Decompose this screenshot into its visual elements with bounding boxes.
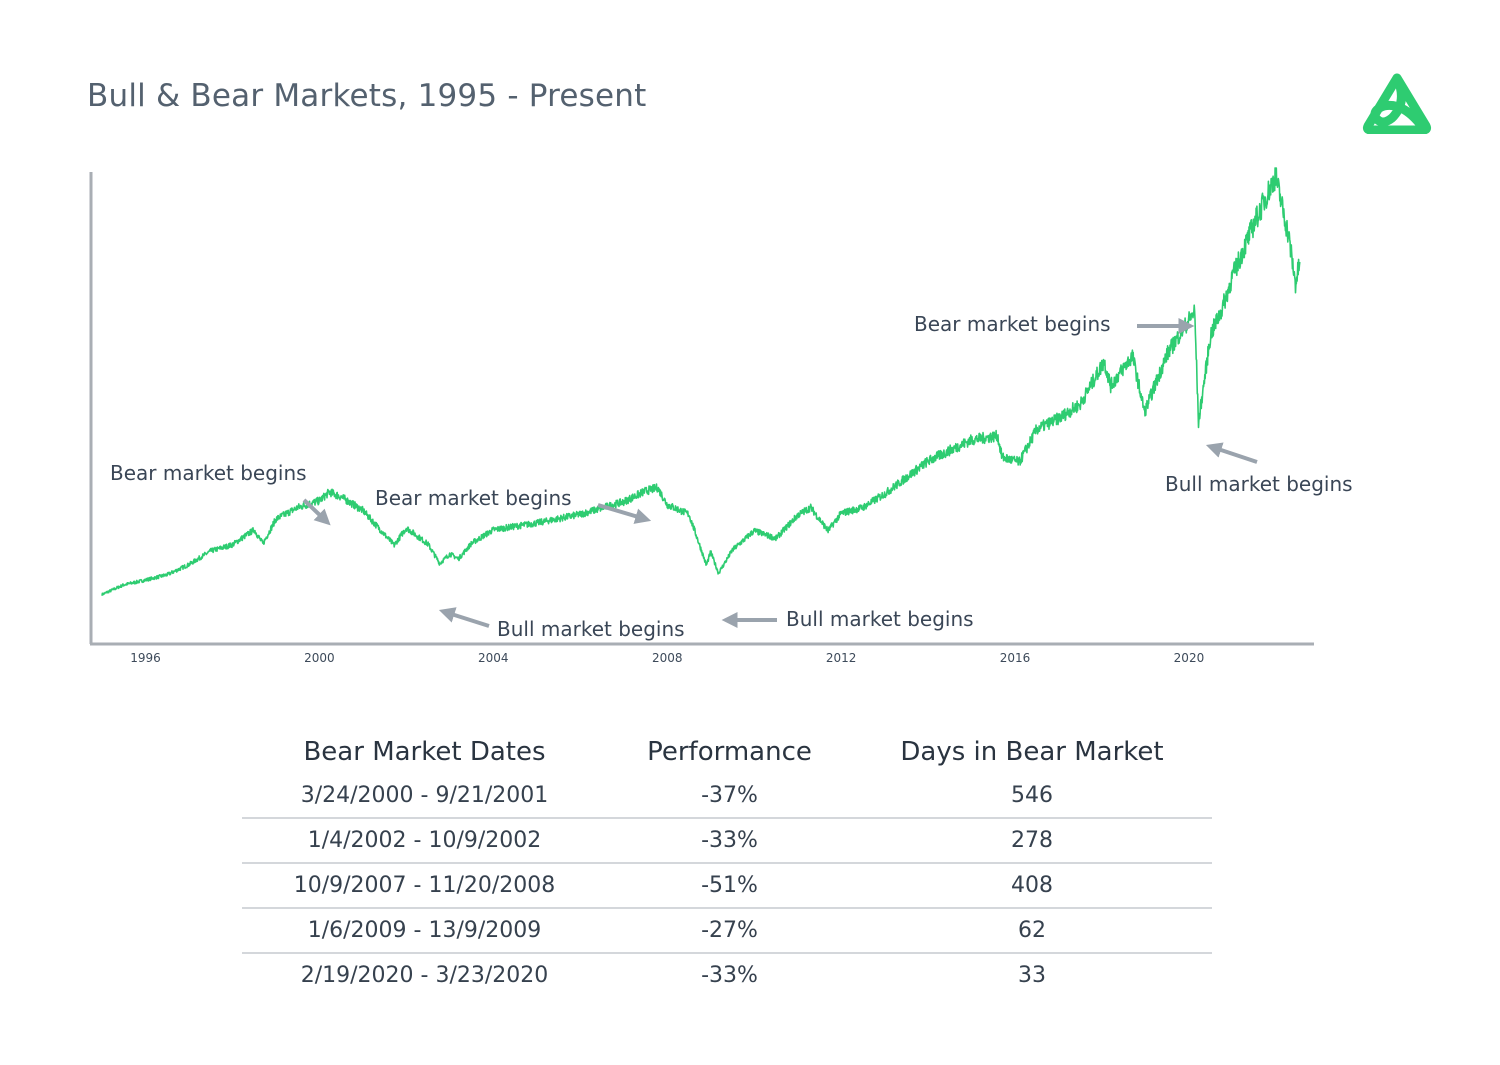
table-row: 10/9/2007 - 11/20/2008 -51% 408 bbox=[242, 862, 1212, 908]
header-dates: Bear Market Dates bbox=[303, 737, 546, 767]
cell-dates: 3/24/2000 - 9/21/2001 bbox=[300, 783, 549, 808]
table-header-row: Bear Market Dates Performance Days in Be… bbox=[242, 730, 1212, 774]
cell-dates: 1/4/2002 - 10/9/2002 bbox=[242, 817, 607, 863]
annotation-label: Bear market begins bbox=[110, 461, 307, 485]
annotation-label: Bull market begins bbox=[1165, 472, 1353, 496]
table-row: 3/24/2000 - 9/21/2001 -37% 546 bbox=[242, 774, 1212, 818]
chart-annotations: Bear market begins Bull market begins Bear… bbox=[110, 312, 1353, 641]
cell-days: 546 bbox=[1011, 783, 1053, 808]
bear-market-table: Bear Market Dates Performance Days in Be… bbox=[242, 730, 1212, 997]
cell-performance: -37% bbox=[701, 783, 758, 808]
annotation-arrow-icon bbox=[302, 498, 331, 526]
cell-days: 33 bbox=[852, 952, 1212, 997]
line-chart: 1996 2000 2004 2008 2012 2016 2020 Bear market… bbox=[89, 167, 1353, 665]
cell-days: 278 bbox=[852, 817, 1212, 863]
table-row: 2/19/2020 - 3/23/2020 -33% 33 bbox=[242, 952, 1212, 997]
annotation-arrow-icon bbox=[1205, 442, 1258, 464]
x-tick-label: 2020 bbox=[1174, 651, 1205, 665]
annotation-label: Bull market begins bbox=[786, 607, 974, 631]
price-line bbox=[101, 167, 1301, 596]
x-tick-label: 2016 bbox=[1000, 651, 1031, 665]
annotation-label: Bull market begins bbox=[497, 617, 685, 641]
x-tick-label: 2004 bbox=[478, 651, 509, 665]
x-tick-label: 1996 bbox=[130, 651, 161, 665]
chart-axes bbox=[89, 172, 1314, 646]
cell-performance: -33% bbox=[607, 817, 852, 863]
header-performance: Performance bbox=[647, 737, 812, 767]
table-row: 1/6/2009 - 13/9/2009 -27% 62 bbox=[242, 907, 1212, 953]
annotation-arrow-icon bbox=[597, 503, 652, 524]
header-days: Days in Bear Market bbox=[900, 737, 1164, 767]
table-row: 1/4/2002 - 10/9/2002 -33% 278 bbox=[242, 817, 1212, 863]
cell-dates: 1/6/2009 - 13/9/2009 bbox=[242, 907, 607, 953]
cell-performance: -27% bbox=[607, 907, 852, 953]
cell-days: 408 bbox=[852, 862, 1212, 908]
chart-title: Bull & Bear Markets, 1995 - Present bbox=[87, 78, 647, 114]
x-tick-label: 2012 bbox=[826, 651, 857, 665]
chart-series bbox=[101, 167, 1301, 596]
cell-dates: 10/9/2007 - 11/20/2008 bbox=[242, 862, 607, 908]
brand-logo-icon bbox=[1362, 73, 1432, 134]
cell-dates: 2/19/2020 - 3/23/2020 bbox=[242, 952, 607, 997]
annotation-arrow-icon bbox=[438, 607, 490, 628]
annotation-label: Bear market begins bbox=[914, 312, 1111, 336]
x-axis-ticks: 1996 2000 2004 2008 2012 2016 2020 bbox=[130, 651, 1204, 665]
cell-days: 62 bbox=[852, 907, 1212, 953]
x-tick-label: 2000 bbox=[304, 651, 335, 665]
annotation-label: Bear market begins bbox=[375, 486, 572, 510]
cell-performance: -33% bbox=[607, 952, 852, 997]
x-tick-label: 2008 bbox=[652, 651, 683, 665]
cell-performance: -51% bbox=[607, 862, 852, 908]
